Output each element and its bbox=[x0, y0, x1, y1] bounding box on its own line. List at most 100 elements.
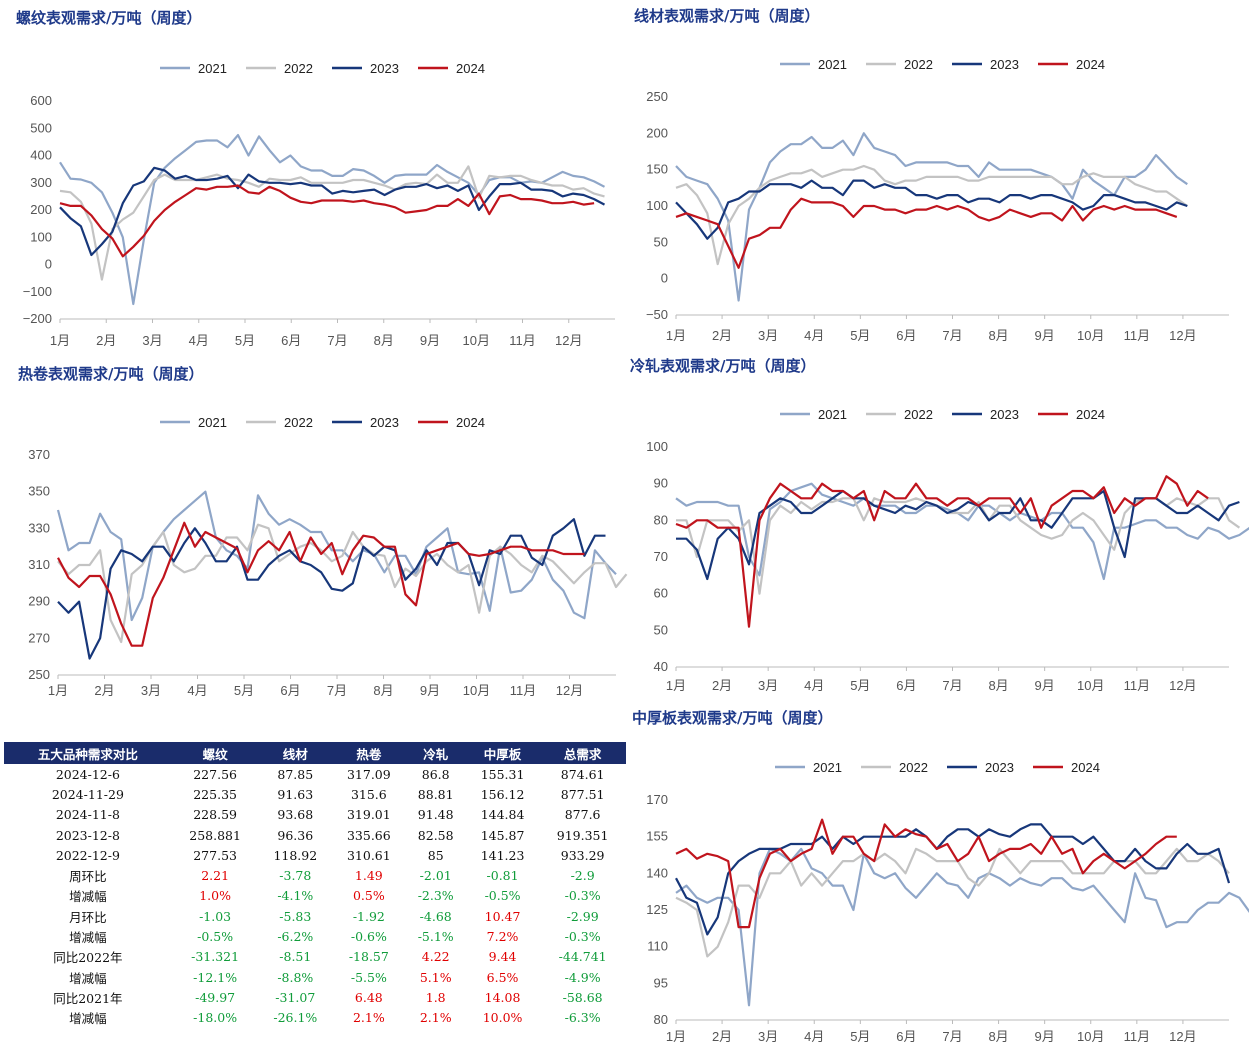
x-tick-label: 11月 bbox=[1124, 1029, 1151, 1044]
y-tick-label: 400 bbox=[30, 148, 52, 163]
legend-label-2023: 2023 bbox=[990, 57, 1019, 72]
legend-label-2024: 2024 bbox=[1071, 760, 1100, 775]
x-tick-label: 9月 bbox=[1035, 1029, 1055, 1044]
table-cell: -0.5% bbox=[484, 888, 521, 904]
table-row: 增减幅 1.0% -4.1% 0.5% -2.3% -0.5% -0.3% bbox=[4, 886, 626, 906]
series-line-2024 bbox=[675, 818, 1177, 929]
table-cell: 155.31 bbox=[480, 766, 525, 782]
wire-chart-title: 线材表观需求/万吨（周度） bbox=[634, 7, 820, 25]
series-line-2024 bbox=[675, 197, 1178, 269]
y-tick-label: 100 bbox=[646, 198, 668, 213]
y-tick-label: 250 bbox=[28, 667, 50, 682]
series-line-2021 bbox=[56, 490, 617, 622]
x-tick-label: 2月 bbox=[94, 683, 114, 698]
x-tick-label: 10月 bbox=[463, 683, 490, 698]
y-tick-label: 95 bbox=[654, 975, 668, 990]
table-cell: 10.47 bbox=[484, 908, 521, 924]
y-tick-label: 0 bbox=[661, 271, 668, 286]
x-tick-label: 7月 bbox=[327, 333, 347, 348]
x-tick-label: 8月 bbox=[374, 333, 394, 348]
table-cell: -2.01 bbox=[419, 868, 452, 884]
legend-label-2023: 2023 bbox=[370, 415, 399, 430]
series-line-2023 bbox=[675, 179, 1188, 240]
row-label: 月环比 bbox=[69, 909, 107, 925]
table-header-row: 五大品种需求对比 螺纹 线材 热卷 冷轧 中厚板 总需求 bbox=[4, 742, 626, 764]
row-label: 增减幅 bbox=[69, 889, 107, 905]
row-label: 周环比 bbox=[69, 869, 107, 885]
x-tick-label: 12月 bbox=[556, 683, 583, 698]
table-cell: -6.3% bbox=[564, 1010, 601, 1026]
x-tick-label: 2月 bbox=[712, 678, 732, 693]
x-tick-label: 5月 bbox=[850, 678, 870, 693]
table-cell: 9.44 bbox=[488, 949, 517, 965]
table-cell: 2.1% bbox=[419, 1010, 452, 1026]
table-cell: -31.321 bbox=[191, 949, 240, 965]
x-tick-label: 8月 bbox=[988, 1029, 1008, 1044]
x-tick-label: 9月 bbox=[420, 333, 440, 348]
x-tick-label: 9月 bbox=[420, 683, 440, 698]
x-tick-label: 5月 bbox=[850, 1029, 870, 1044]
y-tick-label: 150 bbox=[646, 162, 668, 177]
x-tick-label: 1月 bbox=[666, 678, 686, 693]
x-tick-label: 5月 bbox=[234, 683, 254, 698]
x-tick-label: 6月 bbox=[896, 1029, 916, 1044]
table-row: 同比2021年 -49.97 -31.07 6.48 1.8 14.08 -58.68 bbox=[4, 987, 626, 1007]
series-line-2024 bbox=[57, 521, 585, 647]
y-tick-label: 290 bbox=[28, 594, 50, 609]
table-row: 2023-12-8 258.881 96.36 335.66 82.58 145.87 91… bbox=[4, 825, 626, 845]
x-tick-label: 6月 bbox=[281, 333, 301, 348]
y-tick-label: 330 bbox=[28, 520, 50, 535]
row-label: 增减幅 bbox=[69, 970, 107, 986]
x-tick-label: 5月 bbox=[235, 333, 255, 348]
legend-label-2024: 2024 bbox=[1076, 407, 1105, 422]
x-tick-label: 3月 bbox=[758, 328, 778, 343]
table-cell: 315.6 bbox=[350, 786, 387, 802]
row-label: 2022-12-9 bbox=[55, 847, 120, 863]
legend-label-2022: 2022 bbox=[904, 57, 933, 72]
table-cell: 1.0% bbox=[199, 888, 231, 904]
coldroll-chart: 100 90 80 70 60 50 40 1月 2月 3月 4月 5月 6月 7月 8月 9月 10月 11月 1… bbox=[646, 407, 1249, 693]
table-row: 增减幅 -18.0% -26.1% 2.1% 2.1% 10.0% -6.3% bbox=[4, 1008, 626, 1028]
table-cell: 0.5% bbox=[352, 888, 385, 904]
y-tick-label: 80 bbox=[654, 1012, 668, 1027]
legend-label-2021: 2021 bbox=[818, 57, 847, 72]
table-cell: 86.8 bbox=[421, 766, 450, 782]
series-line-2022 bbox=[675, 164, 1188, 266]
rebar-chart: 600 500 400 300 200 100 0 −100 −200 1月 2月 3月 4月 5月 6月 7… bbox=[23, 61, 615, 348]
x-tick-label: 9月 bbox=[1035, 328, 1055, 343]
x-tick-label: 10月 bbox=[1077, 678, 1104, 693]
table-cell: -49.97 bbox=[195, 989, 236, 1005]
y-tick-label: 50 bbox=[654, 622, 668, 637]
coldroll-chart-title: 冷轧表观需求/万吨（周度） bbox=[630, 357, 816, 375]
legend-label-2024: 2024 bbox=[456, 415, 485, 430]
table-cell: -8.8% bbox=[277, 969, 314, 985]
legend-label-2021: 2021 bbox=[813, 760, 842, 775]
legend-label-2022: 2022 bbox=[904, 407, 933, 422]
x-tick-label: 4月 bbox=[804, 328, 824, 343]
table-cell: 145.87 bbox=[480, 827, 525, 843]
table-cell: 919.351 bbox=[556, 827, 609, 843]
x-tick-label: 4月 bbox=[189, 333, 209, 348]
x-tick-label: 6月 bbox=[896, 678, 916, 693]
x-tick-label: 3月 bbox=[758, 1029, 778, 1044]
table-cell: -18.57 bbox=[348, 949, 389, 965]
legend-label-2022: 2022 bbox=[284, 415, 313, 430]
series-line-2023 bbox=[675, 823, 1231, 936]
x-tick-label: 4月 bbox=[804, 1029, 824, 1044]
y-tick-label: 70 bbox=[654, 549, 668, 564]
table-header-cell: 总需求 bbox=[539, 742, 626, 764]
row-label: 2024-11-29 bbox=[51, 786, 124, 802]
y-tick-label: 125 bbox=[646, 902, 668, 917]
legend-label-2022: 2022 bbox=[899, 760, 928, 775]
table-cell: -1.03 bbox=[199, 908, 232, 924]
table-cell: 227.56 bbox=[193, 766, 237, 782]
series-line-2022 bbox=[59, 165, 605, 281]
legend-label-2021: 2021 bbox=[198, 415, 227, 430]
x-tick-label: 12月 bbox=[1169, 1029, 1196, 1044]
table-cell: 258.881 bbox=[189, 827, 241, 843]
table-cell: 874.61 bbox=[560, 766, 605, 782]
table-cell: 91.48 bbox=[417, 807, 454, 823]
series-line-2021 bbox=[675, 482, 1249, 581]
legend-label-2021: 2021 bbox=[818, 407, 847, 422]
x-tick-label: 10月 bbox=[1077, 328, 1104, 343]
